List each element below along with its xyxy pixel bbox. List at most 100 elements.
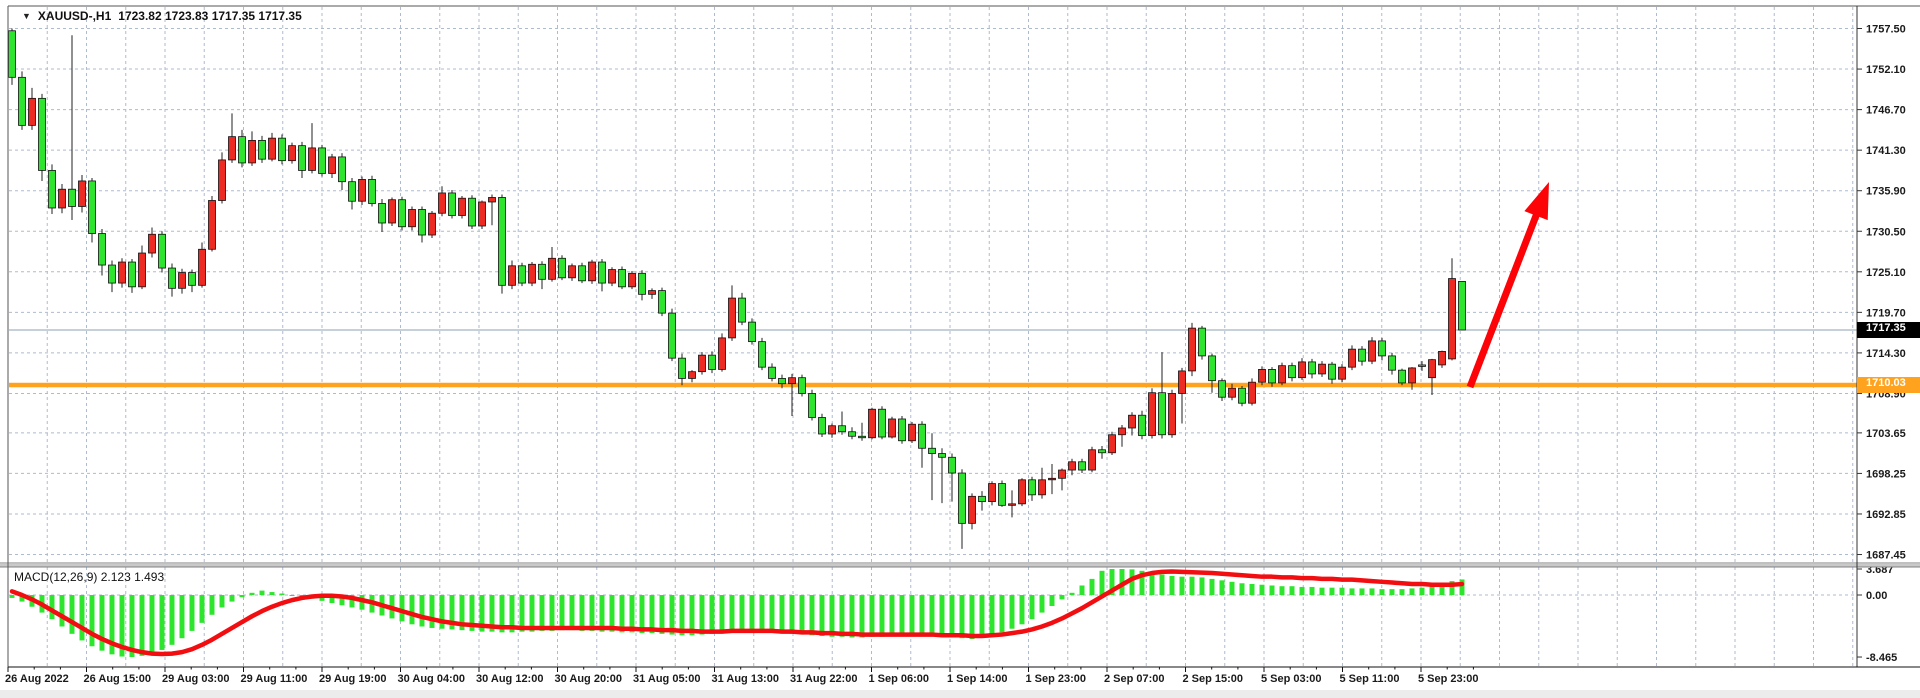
macd-histogram-bar: [1029, 595, 1035, 620]
candle: [518, 265, 526, 284]
macd-histogram-bar: [259, 590, 265, 595]
candle: [778, 378, 786, 385]
macd-histogram-bar: [179, 595, 185, 639]
price-axis-label: 1714.30: [1866, 348, 1906, 360]
candle: [178, 272, 186, 289]
candle: [658, 290, 666, 314]
candle: [998, 483, 1006, 506]
time-axis-label: 1 Sep 14:00: [947, 673, 1008, 685]
macd-histogram-bar: [229, 595, 235, 602]
candle: [108, 264, 116, 284]
macd-histogram-bar: [949, 595, 955, 638]
macd-histogram-bar: [169, 595, 175, 645]
macd-histogram-bar: [589, 595, 595, 631]
candle: [1308, 361, 1316, 375]
macd-histogram-bar: [1239, 583, 1245, 595]
candle: [238, 136, 246, 164]
candle: [458, 197, 466, 216]
trend-arrow-shaft[interactable]: [1466, 208, 1542, 389]
candle: [788, 377, 796, 385]
macd-histogram-bar: [769, 595, 775, 633]
candle: [258, 139, 266, 160]
macd-histogram-bar: [1039, 595, 1045, 613]
macd-histogram-bar: [159, 595, 165, 650]
macd-histogram-bar: [279, 593, 285, 595]
candle: [628, 272, 636, 288]
macd-histogram-bar: [439, 595, 445, 629]
trend-arrow-head[interactable]: [1524, 182, 1549, 221]
macd-histogram-bar: [509, 595, 515, 633]
macd-histogram-bar: [839, 595, 845, 637]
candle: [588, 261, 596, 282]
macd-histogram-bar: [1119, 569, 1125, 595]
candle: [48, 170, 56, 209]
candle: [478, 201, 486, 227]
macd-label: MACD(12,26,9) 2.123 1.493: [14, 570, 164, 584]
macd-histogram-bar: [809, 595, 815, 636]
candle: [308, 147, 316, 171]
candle: [918, 423, 926, 449]
macd-histogram-bar: [1429, 586, 1435, 595]
hline-price-tag[interactable]: 1710.03: [1857, 377, 1920, 393]
candle: [1378, 340, 1386, 357]
pane-splitter[interactable]: [0, 564, 1920, 567]
candle: [1188, 327, 1196, 372]
macd-histogram-bar: [679, 595, 685, 636]
macd-histogram-bar: [89, 595, 95, 647]
candle: [348, 181, 356, 202]
candle: [418, 209, 426, 236]
macd-histogram-bar: [469, 595, 475, 631]
macd-histogram-bar: [419, 595, 425, 627]
candle: [138, 252, 146, 288]
price-axis-label: 1746.70: [1866, 105, 1906, 117]
macd-histogram-bar: [1179, 576, 1185, 595]
candle: [78, 180, 86, 207]
macd-histogram-bar: [329, 595, 335, 604]
macd-histogram-bar: [409, 595, 415, 625]
macd-histogram-bar: [1399, 589, 1405, 595]
candle: [88, 180, 96, 234]
macd-histogram-bar: [549, 595, 555, 631]
candle: [1268, 369, 1276, 384]
candle: [498, 197, 506, 286]
candle: [818, 417, 826, 435]
macd-histogram-bar: [729, 595, 735, 632]
candle: [1428, 359, 1436, 379]
candle: [928, 447, 936, 454]
macd-histogram-bar: [859, 595, 865, 638]
candle: [638, 272, 646, 295]
macd-histogram-bar: [779, 595, 785, 634]
candle: [128, 261, 136, 288]
macd-histogram-bar: [1089, 578, 1095, 595]
candle: [158, 233, 166, 269]
macd-histogram-bar: [499, 595, 505, 633]
ohlc-readout: 1723.82 1723.83 1717.35 1717.35: [118, 9, 302, 23]
macd-histogram-bar: [49, 595, 55, 620]
macd-histogram-bar: [669, 595, 675, 635]
candle: [938, 453, 946, 458]
candle: [58, 188, 66, 209]
candle: [1328, 363, 1336, 380]
candle: [1178, 370, 1186, 394]
candle: [488, 197, 496, 203]
macd-histogram-bar: [639, 595, 645, 634]
price-axis-label: 1687.45: [1866, 550, 1906, 562]
candle: [538, 263, 546, 280]
macd-histogram-bar: [539, 595, 545, 631]
candle: [318, 147, 326, 174]
symbol-dropdown-icon[interactable]: ▼: [22, 11, 31, 21]
time-axis-label: 26 Aug 2022: [5, 673, 69, 685]
macd-histogram-bar: [989, 595, 995, 636]
candle: [118, 261, 126, 284]
candle: [878, 408, 886, 438]
orange-hline[interactable]: [9, 382, 1920, 388]
time-axis-label: 29 Aug 19:00: [319, 673, 386, 685]
macd-histogram-bar: [1079, 585, 1085, 595]
candle: [978, 495, 986, 502]
candle: [968, 495, 976, 524]
candle: [578, 265, 586, 282]
time-axis-label: 29 Aug 11:00: [241, 673, 308, 685]
macd-histogram-bar: [399, 595, 405, 622]
